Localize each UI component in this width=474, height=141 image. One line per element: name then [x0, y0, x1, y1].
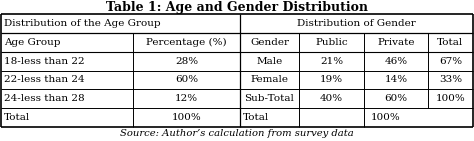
Text: 21%: 21%: [320, 57, 343, 66]
Text: Distribution of the Age Group: Distribution of the Age Group: [4, 19, 161, 28]
Text: 24-less than 28: 24-less than 28: [4, 94, 85, 103]
Text: 100%: 100%: [371, 113, 401, 122]
Text: 60%: 60%: [175, 75, 198, 84]
Text: 14%: 14%: [384, 75, 408, 84]
Text: 60%: 60%: [384, 94, 408, 103]
Text: 22-less than 24: 22-less than 24: [4, 75, 85, 84]
Text: Percentage (%): Percentage (%): [146, 38, 227, 47]
Text: 18-less than 22: 18-less than 22: [4, 57, 85, 66]
Text: Private: Private: [377, 38, 415, 47]
Text: Distribution of Gender: Distribution of Gender: [297, 19, 416, 28]
Text: Table 1: Age and Gender Distribution: Table 1: Age and Gender Distribution: [106, 1, 368, 14]
Text: Gender: Gender: [250, 38, 289, 47]
Text: 46%: 46%: [384, 57, 408, 66]
Text: 67%: 67%: [439, 57, 462, 66]
Text: Public: Public: [315, 38, 348, 47]
Text: Age Group: Age Group: [4, 38, 61, 47]
Text: Total: Total: [438, 38, 464, 47]
Text: 100%: 100%: [172, 113, 201, 122]
Text: Total: Total: [4, 113, 30, 122]
Text: 40%: 40%: [320, 94, 343, 103]
Text: Male: Male: [256, 57, 283, 66]
Text: 33%: 33%: [439, 75, 462, 84]
Text: Source: Author’s calculation from survey data: Source: Author’s calculation from survey…: [120, 128, 354, 137]
Text: Sub-Total: Sub-Total: [245, 94, 294, 103]
Text: Female: Female: [250, 75, 289, 84]
Text: 100%: 100%: [436, 94, 465, 103]
Text: 28%: 28%: [175, 57, 198, 66]
Text: 19%: 19%: [320, 75, 343, 84]
Text: 12%: 12%: [175, 94, 198, 103]
Text: Total: Total: [243, 113, 269, 122]
